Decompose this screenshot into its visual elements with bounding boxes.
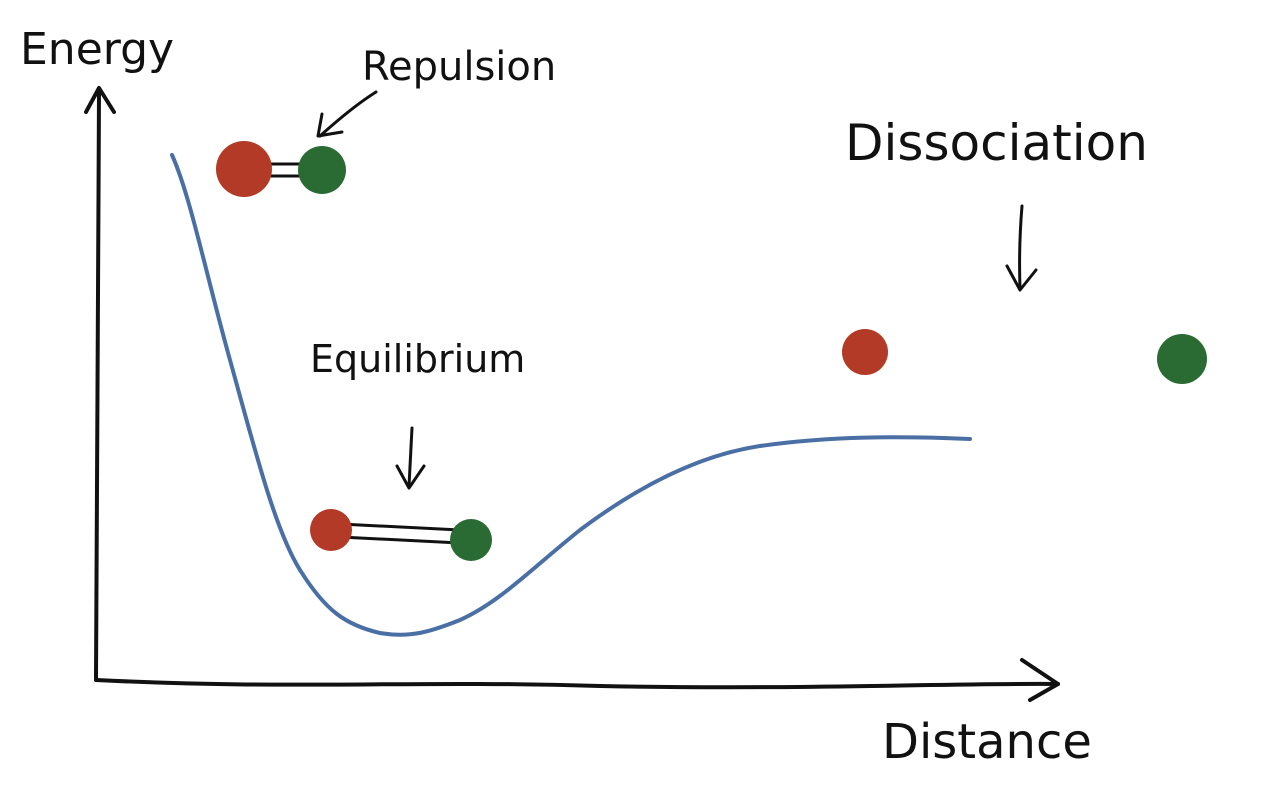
equilibrium-arrowhead	[395, 464, 426, 490]
y-axis	[94, 90, 101, 680]
equilibrium-molecule	[310, 509, 492, 561]
dissociation-arrow	[1018, 204, 1024, 290]
potential-energy-curve	[170, 153, 972, 637]
dissociation-label: Dissociation	[845, 114, 1148, 172]
repulsion-label: Repulsion	[362, 44, 556, 90]
equilibrium-atom-green	[450, 519, 492, 561]
x-axis-label: Distance	[882, 714, 1092, 770]
repulsion-molecule	[216, 141, 346, 197]
equilibrium-atom-red	[310, 509, 352, 551]
equilibrium-label: Equilibrium	[310, 337, 525, 381]
repulsion-arrowhead	[316, 112, 344, 138]
dissociation-atom-red	[842, 329, 888, 375]
dissociation-arrowhead	[1005, 264, 1038, 292]
repulsion-atom-green	[298, 146, 346, 194]
y-axis-arrowhead	[84, 86, 116, 114]
dissociation-atom-green	[1157, 334, 1207, 384]
equilibrium-arrow	[407, 426, 414, 488]
y-axis-label: Energy	[20, 24, 174, 75]
x-axis	[94, 678, 1060, 690]
repulsion-atom-red	[216, 141, 272, 197]
repulsion-arrow	[318, 90, 378, 138]
x-axis-arrowhead	[1020, 658, 1060, 702]
